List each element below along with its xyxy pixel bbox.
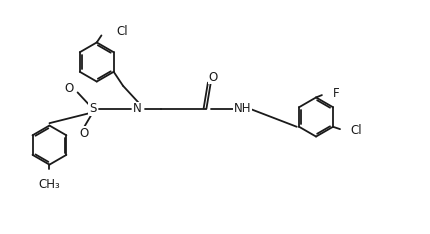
Text: S: S [89,102,96,115]
Text: O: O [209,71,218,84]
Text: O: O [79,127,89,140]
Text: CH₃: CH₃ [39,178,60,190]
Text: O: O [65,82,74,95]
Text: F: F [332,88,339,100]
Text: N: N [133,102,142,115]
Text: Cl: Cl [117,26,128,38]
Text: Cl: Cl [350,124,362,137]
Text: NH: NH [234,102,252,115]
